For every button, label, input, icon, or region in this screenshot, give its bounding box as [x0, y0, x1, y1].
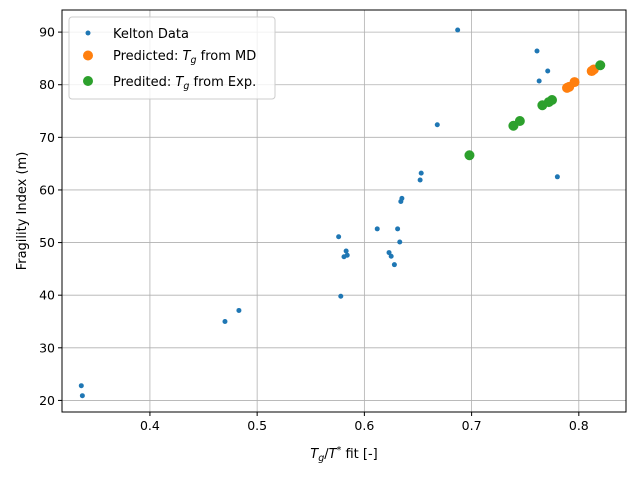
legend-label-exp: Predited: Tg from Exp. — [113, 75, 256, 92]
data-point — [434, 122, 440, 128]
y-tick-label: 80 — [39, 77, 55, 92]
y-axis-ticks: 20 30 40 50 60 70 80 90 — [39, 25, 62, 408]
data-point — [534, 48, 540, 54]
data-point — [343, 248, 349, 254]
data-point — [338, 293, 344, 299]
data-point — [464, 150, 475, 161]
x-axis-ticks: 0.4 0.5 0.6 0.7 0.8 — [140, 412, 589, 433]
y-axis-label: Fragility Index (m) — [15, 152, 30, 271]
y-tick-label: 70 — [39, 130, 55, 145]
series-2-points — [464, 60, 606, 161]
data-point — [514, 116, 525, 127]
data-point — [344, 252, 350, 258]
data-point — [336, 234, 342, 240]
data-point — [569, 77, 580, 88]
data-points — [78, 27, 606, 399]
data-point — [399, 195, 405, 201]
y-tick-label: 90 — [39, 25, 55, 40]
x-tick-label: 0.6 — [354, 418, 374, 433]
legend-label-md: Predicted: Tg from MD — [113, 49, 256, 66]
data-point — [397, 239, 403, 245]
data-point — [79, 393, 85, 399]
data-point — [78, 383, 84, 389]
data-point — [418, 170, 424, 176]
data-point — [545, 68, 551, 74]
data-point — [236, 307, 242, 313]
series-0-points — [78, 27, 560, 399]
y-tick-label: 20 — [39, 393, 55, 408]
data-point — [547, 94, 558, 105]
y-tick-label: 30 — [39, 340, 55, 355]
legend: Kelton Data Predicted: Tg from MD Predit… — [68, 16, 276, 100]
series-1-points — [562, 64, 599, 93]
data-point — [222, 318, 228, 324]
x-tick-label: 0.8 — [569, 418, 589, 433]
y-tick-label: 40 — [39, 288, 55, 303]
x-tick-label: 0.4 — [140, 418, 160, 433]
data-point — [386, 250, 392, 256]
data-point — [417, 177, 423, 183]
legend-marker-kelton — [85, 30, 91, 36]
data-point — [391, 262, 397, 268]
plot-frame — [61, 9, 627, 413]
y-tick-label: 60 — [39, 182, 55, 197]
y-tick-label: 50 — [39, 235, 55, 250]
data-point — [455, 27, 461, 33]
legend-marker-md — [83, 50, 93, 61]
x-tick-label: 0.5 — [247, 418, 267, 433]
data-point — [388, 253, 394, 259]
x-axis-label: Tg/T* fit [-] — [310, 445, 377, 464]
data-point — [395, 226, 401, 232]
legend-label-kelton: Kelton Data — [113, 27, 189, 42]
data-point — [374, 226, 380, 232]
data-point — [595, 60, 606, 71]
data-point — [536, 78, 542, 84]
legend-box — [68, 16, 276, 100]
x-tick-label: 0.7 — [462, 418, 482, 433]
legend-marker-exp — [83, 76, 93, 86]
data-point — [554, 174, 560, 180]
